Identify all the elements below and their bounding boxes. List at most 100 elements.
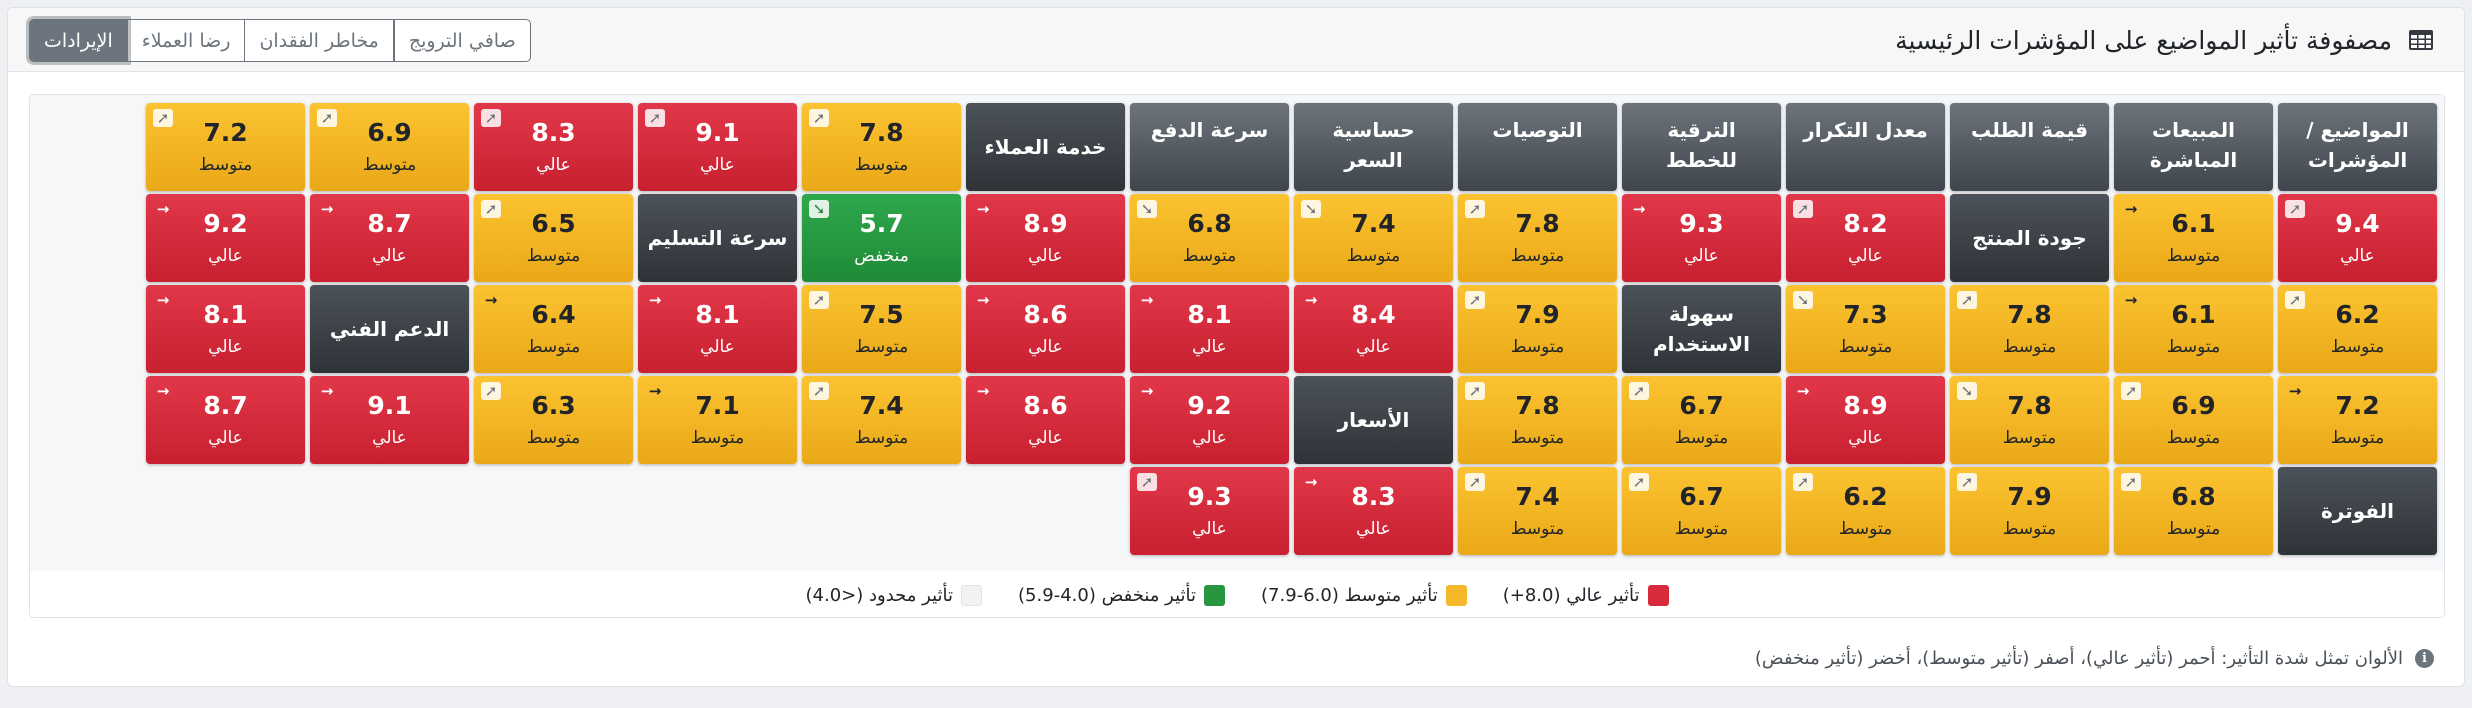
impact-cell[interactable]: ➘ 7.8 متوسط <box>1950 376 2109 464</box>
impact-cell[interactable]: → 8.4 عالي <box>1294 285 1453 373</box>
impact-cell[interactable]: → 8.7 عالي <box>146 376 305 464</box>
impact-cell[interactable]: ➚ 7.9 متوسط <box>1458 285 1617 373</box>
impact-cell[interactable]: ➚ 6.9 متوسط <box>2114 376 2273 464</box>
impact-cell[interactable]: ➚ 6.7 متوسط <box>1622 467 1781 555</box>
impact-level: متوسط <box>854 428 909 448</box>
impact-value: 6.1 <box>2171 300 2216 329</box>
impact-cell[interactable]: ➚ 6.8 متوسط <box>2114 467 2273 555</box>
impact-level: عالي <box>700 337 735 357</box>
trend-up-right-icon: ➚ <box>1137 473 1157 491</box>
impact-value: 7.8 <box>1515 209 1560 238</box>
impact-value: 6.5 <box>531 209 576 238</box>
impact-cell[interactable]: → 8.6 عالي <box>966 376 1125 464</box>
trend-down-right-icon: ➘ <box>1793 291 1813 309</box>
tab-1[interactable]: رضا العملاء <box>126 19 246 62</box>
impact-cell[interactable]: → 7.2 متوسط <box>2278 376 2437 464</box>
impact-value: 6.2 <box>1843 482 1888 511</box>
trend-down-right-icon: ➘ <box>809 200 829 218</box>
impact-cell[interactable]: → 6.4 متوسط <box>474 285 633 373</box>
impact-cell[interactable]: → 8.1 عالي <box>146 285 305 373</box>
impact-cell[interactable]: ➘ 6.8 متوسط <box>1130 194 1289 282</box>
impact-value: 7.2 <box>2335 391 2380 420</box>
tab-2[interactable]: مخاطر الفقدان <box>244 19 394 62</box>
impact-level: عالي <box>1192 519 1227 539</box>
impact-cell[interactable]: ➚ 6.2 متوسط <box>1786 467 1945 555</box>
impact-cell[interactable]: ➚ 7.4 متوسط <box>1458 467 1617 555</box>
impact-cell[interactable]: → 6.1 متوسط <box>2114 194 2273 282</box>
impact-cell[interactable]: → 8.3 عالي <box>1294 467 1453 555</box>
impact-level: عالي <box>2340 246 2375 266</box>
impact-level: متوسط <box>2166 246 2221 266</box>
trend-right-icon: → <box>976 291 990 309</box>
impact-cell[interactable]: ➚ 7.9 متوسط <box>1950 467 2109 555</box>
impact-value: 8.1 <box>695 300 740 329</box>
impact-cell[interactable]: ➚ 6.2 متوسط <box>2278 285 2437 373</box>
impact-cell[interactable]: ➚ 7.8 متوسط <box>1950 285 2109 373</box>
impact-cell[interactable]: → 7.1 متوسط <box>638 376 797 464</box>
impact-level: متوسط <box>198 155 253 175</box>
impact-cell[interactable]: → 8.1 عالي <box>1130 285 1289 373</box>
impact-value: 8.3 <box>1351 482 1396 511</box>
impact-level: متوسط <box>1674 519 1729 539</box>
impact-cell[interactable]: ➚ 8.3 عالي <box>474 103 633 191</box>
impact-cell[interactable]: → 9.2 عالي <box>1130 376 1289 464</box>
trend-up-right-icon: ➚ <box>2121 473 2141 491</box>
trend-down-right-icon: ➘ <box>1137 200 1157 218</box>
impact-cell[interactable]: ➚ 6.9 متوسط <box>310 103 469 191</box>
impact-value: 7.3 <box>1843 300 1888 329</box>
impact-value: 9.4 <box>2335 209 2380 238</box>
impact-value: 8.1 <box>203 300 248 329</box>
impact-cell[interactable]: ➘ 5.7 منخفض <box>802 194 961 282</box>
impact-value: 7.8 <box>859 118 904 147</box>
impact-cell[interactable]: ➚ 9.3 عالي <box>1130 467 1289 555</box>
tab-0[interactable]: الإيرادات <box>29 19 128 62</box>
impact-cell[interactable]: → 8.6 عالي <box>966 285 1125 373</box>
impact-cell[interactable]: ➘ 7.4 متوسط <box>1294 194 1453 282</box>
trend-up-right-icon: ➚ <box>2285 291 2305 309</box>
impact-cell[interactable]: → 8.1 عالي <box>638 285 797 373</box>
trend-right-icon: → <box>1796 382 1810 400</box>
impact-level: عالي <box>1192 337 1227 357</box>
impact-cell[interactable]: ➘ 7.3 متوسط <box>1786 285 1945 373</box>
legend-label: تأثير متوسط (6.0-7.9) <box>1261 584 1438 606</box>
impact-cell[interactable]: ➚ 7.8 متوسط <box>1458 194 1617 282</box>
impact-cell[interactable]: → 9.1 عالي <box>310 376 469 464</box>
impact-cell[interactable]: → 6.1 متوسط <box>2114 285 2273 373</box>
impact-level: متوسط <box>526 428 581 448</box>
impact-level: عالي <box>372 428 407 448</box>
legend-swatch <box>1204 584 1226 606</box>
trend-up-right-icon: ➚ <box>1957 291 1977 309</box>
impact-cell[interactable]: → 9.3 عالي <box>1622 194 1781 282</box>
trend-right-icon: → <box>1304 473 1318 491</box>
legend-label: تأثير منخفض (4.0-5.9) <box>1018 584 1197 606</box>
impact-cell[interactable]: ➚ 7.8 متوسط <box>1458 376 1617 464</box>
impact-cell[interactable]: ➚ 6.3 متوسط <box>474 376 633 464</box>
trend-up-right-icon: ➚ <box>1793 473 1813 491</box>
trend-up-right-icon: ➚ <box>1793 200 1813 218</box>
impact-level: متوسط <box>1510 337 1565 357</box>
impact-cell[interactable]: ➚ 9.1 عالي <box>638 103 797 191</box>
impact-level: متوسط <box>1674 428 1729 448</box>
impact-cell[interactable]: → 9.2 عالي <box>146 194 305 282</box>
impact-cell[interactable]: ➚ 7.2 متوسط <box>146 103 305 191</box>
impact-cell[interactable]: ➚ 8.2 عالي <box>1786 194 1945 282</box>
trend-up-right-icon: ➚ <box>1629 473 1649 491</box>
impact-cell[interactable]: ➚ 7.8 متوسط <box>802 103 961 191</box>
trend-right-icon: → <box>156 200 170 218</box>
impact-cell[interactable]: → 8.9 عالي <box>1786 376 1945 464</box>
impact-cell[interactable]: ➚ 7.5 متوسط <box>802 285 961 373</box>
impact-cell[interactable]: ➚ 9.4 عالي <box>2278 194 2437 282</box>
trend-right-icon: → <box>2124 200 2138 218</box>
trend-right-icon: → <box>156 382 170 400</box>
impact-cell[interactable]: → 8.9 عالي <box>966 194 1125 282</box>
impact-cell[interactable]: ➚ 7.4 متوسط <box>802 376 961 464</box>
trend-right-icon: → <box>484 291 498 309</box>
impact-cell[interactable]: ➚ 6.5 متوسط <box>474 194 633 282</box>
tab-3[interactable]: صافي الترويج <box>393 19 531 62</box>
trend-right-icon: → <box>320 200 334 218</box>
impact-level: عالي <box>208 337 243 357</box>
trend-up-right-icon: ➚ <box>645 109 665 127</box>
impact-value: 6.8 <box>2171 482 2216 511</box>
impact-cell[interactable]: → 8.7 عالي <box>310 194 469 282</box>
impact-cell[interactable]: ➚ 6.7 متوسط <box>1622 376 1781 464</box>
